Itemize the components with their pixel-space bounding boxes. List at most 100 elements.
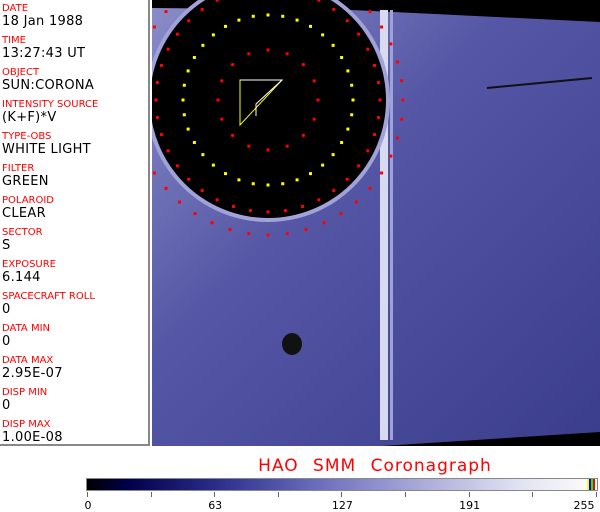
pylon-streak — [380, 10, 388, 440]
grid-marker — [345, 177, 349, 181]
grid-marker — [251, 14, 255, 18]
grid-marker — [312, 117, 316, 121]
field-data-min: DATA MIN 0 — [2, 323, 50, 349]
grid-marker — [345, 19, 349, 23]
grid-marker — [366, 149, 370, 153]
grid-marker — [317, 0, 321, 2]
grid-marker — [182, 83, 186, 87]
grid-marker — [186, 69, 190, 73]
grid-marker — [378, 98, 382, 102]
field-value: 0 — [2, 302, 11, 317]
grid-marker — [159, 133, 163, 137]
grid-marker — [400, 79, 404, 83]
grid-marker — [331, 153, 335, 157]
grid-marker — [216, 98, 220, 102]
field-time: TIME 13:27:43 UT — [2, 35, 85, 61]
grid-marker — [304, 228, 308, 232]
grid-marker — [237, 178, 241, 182]
colorbar-tick — [277, 492, 279, 497]
field-label: SPACECRAFT ROLL — [2, 291, 95, 302]
field-label: POLAROID — [2, 195, 55, 206]
grid-marker — [309, 172, 312, 176]
grid-marker — [316, 98, 320, 102]
grid-marker — [220, 79, 224, 83]
grid-marker — [192, 56, 196, 59]
grid-marker — [251, 182, 255, 186]
colorbar-end-swatches — [587, 479, 595, 490]
grid-marker — [181, 98, 185, 102]
grid-marker — [321, 33, 325, 37]
field-value: 18 Jan 1988 — [2, 14, 84, 29]
grid-marker — [228, 228, 232, 232]
grid-marker — [164, 186, 168, 190]
grid-marker — [164, 10, 168, 14]
grid-marker — [309, 24, 312, 28]
grid-marker — [354, 200, 358, 204]
grid-marker — [331, 43, 335, 47]
field-label: OBJECT — [2, 67, 40, 78]
grid-marker — [178, 200, 182, 204]
field-label: DATA MAX — [2, 355, 54, 366]
grid-marker — [380, 171, 384, 175]
colorbar-tick-label: 255 — [573, 499, 595, 512]
field-type-obs: TYPE-OBS WHITE LIGHT — [2, 131, 91, 157]
grid-marker — [301, 63, 305, 67]
field-polaroid: POLAROID CLEAR — [2, 195, 54, 221]
grid-marker — [192, 141, 196, 144]
plot-title: HAO SMM Coronagraph — [258, 456, 492, 476]
grid-marker — [340, 141, 344, 144]
grid-marker — [317, 198, 321, 202]
grid-marker — [301, 133, 305, 137]
grid-marker — [166, 149, 170, 153]
grid-marker — [285, 52, 289, 56]
grid-marker — [368, 186, 372, 190]
grid-marker — [332, 7, 336, 11]
grid-marker — [247, 52, 251, 56]
grid-marker — [377, 80, 381, 84]
grid-marker — [366, 47, 370, 51]
grid-marker — [266, 48, 270, 52]
grid-marker — [247, 232, 251, 236]
field-value: 1.00E-08 — [2, 430, 63, 445]
colorbar-tick — [341, 492, 343, 497]
field-label: DATA MIN — [2, 323, 50, 334]
field-value: 0 — [2, 398, 11, 413]
grid-marker — [237, 18, 241, 22]
grid-marker — [351, 98, 355, 102]
grid-marker — [200, 189, 204, 193]
grid-marker — [201, 153, 205, 157]
field-spacecraft-roll: SPACECRAFT ROLL 0 — [2, 291, 95, 317]
field-label: FILTER — [2, 163, 35, 174]
grid-marker — [373, 133, 377, 137]
grid-marker — [322, 221, 326, 225]
field-value: WHITE LIGHT — [2, 142, 91, 157]
grid-marker — [350, 113, 354, 117]
field-disp-max: DISP MAX 1.00E-08 — [2, 419, 63, 445]
grid-marker — [211, 163, 215, 167]
colorbar-tick-label: 191 — [459, 499, 481, 512]
colorbar-tick — [532, 492, 534, 497]
field-value: (K+F)*V — [2, 110, 57, 125]
grid-marker — [155, 116, 159, 120]
field-disp-min: DISP MIN 0 — [2, 387, 47, 413]
grid-marker — [152, 171, 156, 175]
field-label: EXPOSURE — [2, 259, 57, 270]
field-label: INTENSITY SOURCE — [2, 99, 99, 110]
grid-marker — [247, 144, 251, 148]
field-value: GREEN — [2, 174, 49, 189]
field-value: CLEAR — [2, 206, 46, 221]
field-label: DATE — [2, 3, 29, 14]
header-info-panel: DATE 18 Jan 1988 TIME 13:27:43 UT OBJECT SUN:… — [0, 0, 150, 446]
grid-marker — [152, 25, 156, 29]
grid-marker — [210, 221, 214, 225]
grid-marker — [332, 189, 336, 193]
field-value: 13:27:43 UT — [2, 46, 86, 61]
grid-marker — [284, 209, 288, 213]
colorbar-tick — [214, 492, 216, 497]
field-label: DISP MAX — [2, 419, 51, 430]
grid-marker — [346, 69, 350, 73]
grid-marker — [186, 127, 190, 131]
colorbar-tick-label: 63 — [208, 499, 223, 512]
field-filter: FILTER GREEN — [2, 163, 49, 189]
colorbar-tick — [595, 492, 597, 497]
